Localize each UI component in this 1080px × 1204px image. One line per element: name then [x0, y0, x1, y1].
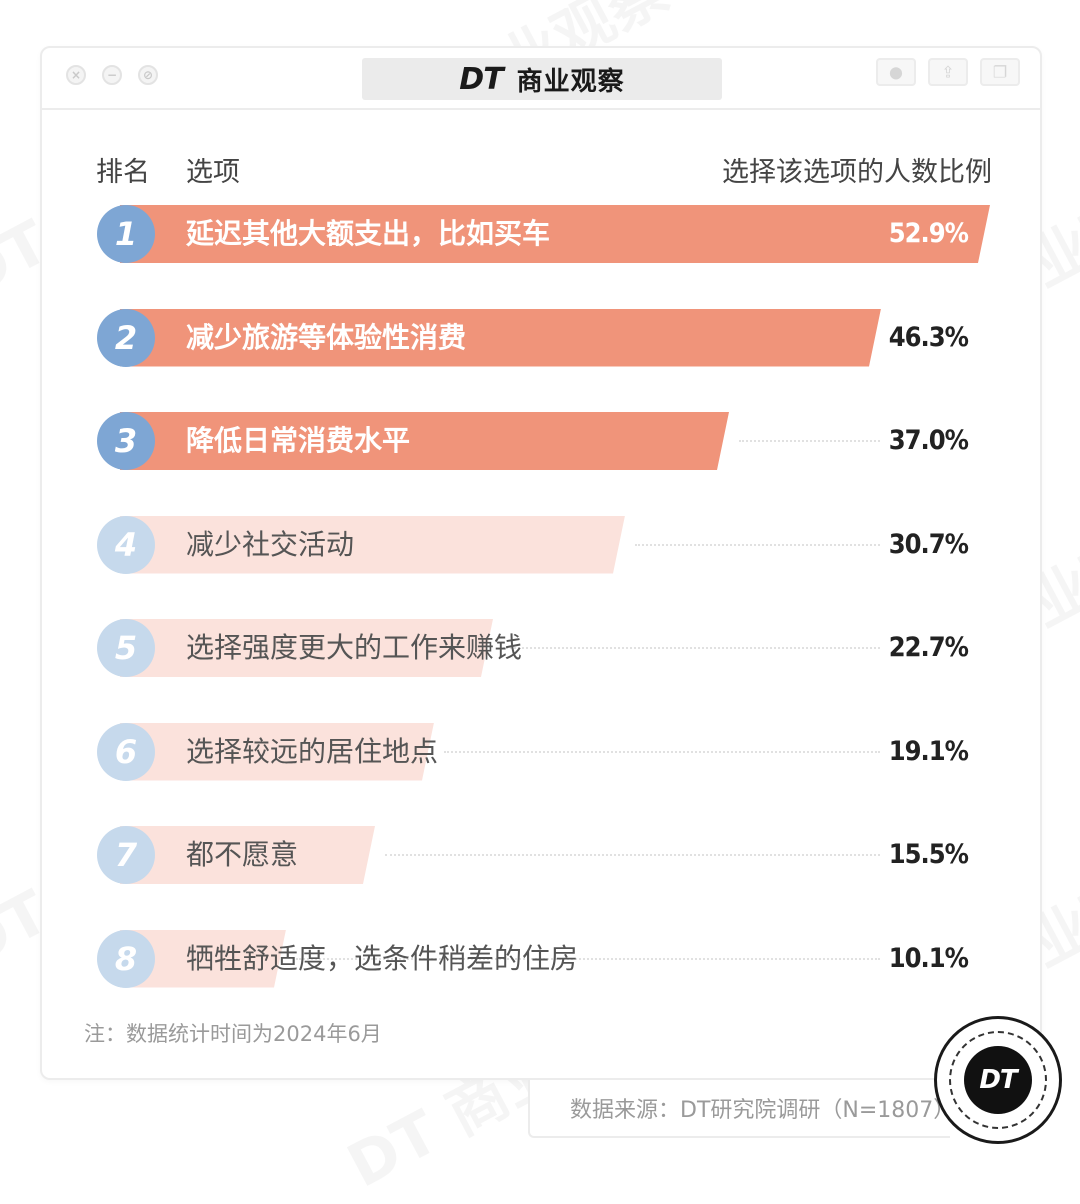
close-icon[interactable]: ×	[66, 65, 86, 85]
value-label: 30.7%	[888, 528, 969, 560]
option-label: 都不愿意	[186, 838, 299, 871]
rank-badge: 6	[97, 722, 155, 781]
rank-badge: 5	[97, 619, 155, 677]
rank-column-header: 排名	[96, 157, 150, 188]
dotted-leader	[635, 543, 880, 546]
block-icon[interactable]: ⊘	[138, 65, 158, 85]
chart-row: 5 选择强度更大的工作来赚钱 22.7%	[0, 617, 1080, 679]
rank-badge: 7	[97, 826, 155, 884]
option-label: 选择强度更大的工作来赚钱	[186, 631, 523, 664]
source-tab: 数据来源：DT研究院调研（N=1807）	[528, 1080, 955, 1138]
option-label: 减少旅游等体验性消费	[186, 320, 467, 354]
badge-ring	[949, 1031, 1047, 1129]
value-label: 52.9%	[888, 218, 969, 249]
dotted-leader	[296, 957, 880, 960]
chart-row: 2 减少旅游等体验性消费 46.3%	[0, 307, 1080, 369]
option-label: 降低日常消费水平	[186, 424, 411, 457]
bar	[120, 516, 625, 574]
option-label: 选择较远的居住地点	[186, 734, 439, 768]
value-label: 37.0%	[888, 425, 969, 456]
source-text: 数据来源：DT研究院调研（N=1807）	[570, 1098, 956, 1123]
value-label: 15.5%	[888, 839, 969, 870]
dotted-leader	[739, 440, 880, 442]
chart-row: 6 选择较远的居住地点 19.1%	[0, 721, 1080, 783]
chart-row: 4 减少社交活动 30.7%	[0, 514, 1080, 576]
rank-badge: 8	[97, 929, 155, 988]
title-bar: × − ⊘ DT 商业观察 ● ⇪ ❐	[42, 48, 1040, 110]
chart-row: 7 都不愿意 15.5%	[0, 824, 1080, 886]
chart-row: 8 牺牲舒适度，选条件稍差的住房 10.1%	[0, 928, 1080, 990]
brand-name: 商业观察	[516, 66, 625, 97]
option-label: 牺牲舒适度，选条件稍差的住房	[186, 941, 579, 975]
share-icon[interactable]: ⇪	[928, 58, 968, 86]
option-label: 减少社交活动	[186, 527, 355, 561]
bar	[120, 205, 990, 263]
chart-row: 3 降低日常消费水平 37.0%	[0, 410, 1080, 472]
value-label: 46.3%	[888, 321, 969, 353]
option-label: 延迟其他大额支出，比如买车	[186, 217, 551, 250]
dotted-leader	[385, 854, 880, 856]
record-icon[interactable]: ●	[876, 58, 916, 86]
copy-icon[interactable]: ❐	[980, 58, 1020, 86]
option-column-header: 选项	[186, 157, 240, 188]
badge-logo: DT	[964, 1046, 1032, 1114]
footnote: 注：数据统计时间为2024年6月	[84, 1022, 382, 1046]
brand-header: DT 商业观察	[362, 58, 722, 100]
rank-badge: 1	[97, 205, 155, 263]
rank-badge: 3	[97, 412, 155, 470]
ratio-column-header: 选择该选项的人数比例	[722, 157, 992, 188]
bar	[120, 309, 881, 367]
bar	[120, 412, 729, 470]
bar	[120, 619, 493, 677]
column-headers: 排名 选项 选择该选项的人数比例	[0, 150, 1080, 190]
value-label: 19.1%	[888, 735, 969, 767]
dotted-leader	[444, 750, 880, 753]
rank-badge: 2	[97, 308, 155, 367]
minimize-icon[interactable]: −	[102, 65, 122, 85]
value-label: 10.1%	[888, 942, 969, 974]
dt-badge: DT	[934, 1016, 1062, 1144]
brand-logo: DT	[459, 61, 503, 97]
rank-badge: 4	[97, 515, 155, 574]
bar	[120, 826, 375, 884]
chart-row: 1 延迟其他大额支出，比如买车 52.9%	[0, 203, 1080, 265]
value-label: 22.7%	[888, 632, 969, 663]
bar	[120, 723, 434, 781]
dotted-leader	[503, 647, 880, 649]
